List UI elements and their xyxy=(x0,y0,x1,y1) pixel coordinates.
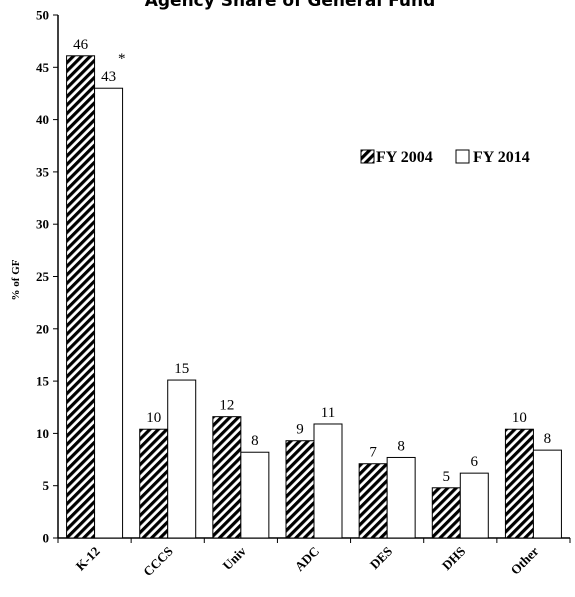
y-axis-label: % of GF xyxy=(10,259,22,300)
x-tick-label: Univ xyxy=(219,543,249,573)
data-label: 46 xyxy=(73,37,89,53)
data-label: 43 xyxy=(101,69,116,85)
data-label: 10 xyxy=(146,410,161,426)
y-tick-label: 25 xyxy=(36,269,50,284)
annotation-asterisk: * xyxy=(118,51,126,67)
bar-fy2014-dhs xyxy=(459,472,489,539)
data-label: 8 xyxy=(544,431,552,447)
data-label: 7 xyxy=(369,445,377,461)
data-label: 6 xyxy=(471,454,479,470)
y-tick-label: 15 xyxy=(36,374,50,389)
data-label: 8 xyxy=(397,438,405,454)
bar-fy2014-univ xyxy=(240,451,270,539)
legend-swatch-fy2004 xyxy=(360,149,375,164)
bar-fy2004-des xyxy=(358,463,388,539)
data-label: 9 xyxy=(296,422,304,438)
x-tick-label: DES xyxy=(367,544,395,572)
bars xyxy=(66,55,562,539)
y-tick-label: 10 xyxy=(36,426,49,441)
bar-fy2014-des xyxy=(386,456,416,539)
x-tick-label: CCCS xyxy=(140,544,176,580)
y-tick-label: 40 xyxy=(36,112,49,127)
bar-fy2014-k12 xyxy=(94,87,124,539)
y-tick-label: 0 xyxy=(43,531,50,546)
bar-fy2014-adc xyxy=(313,423,343,539)
bar-fy2004-k12 xyxy=(66,55,96,539)
data-label: 10 xyxy=(512,410,527,426)
bar-fy2004-cccs xyxy=(139,428,169,539)
data-label: 12 xyxy=(219,398,234,414)
data-label: 8 xyxy=(251,433,259,449)
legend-label-fy2014: FY 2014 xyxy=(473,149,530,166)
x-tick-label: Other xyxy=(507,543,541,577)
data-label: 5 xyxy=(443,469,451,485)
y-tick-label: 20 xyxy=(36,321,49,336)
legend-swatch-fy2014 xyxy=(455,149,470,164)
x-tick-label: DHS xyxy=(439,544,469,574)
data-label: 15 xyxy=(174,361,189,377)
chart-title: Agency Share of General Fund xyxy=(145,0,436,11)
y-tick-label: 35 xyxy=(36,164,50,179)
bar-fy2004-other xyxy=(504,428,534,539)
y-tick-label: 30 xyxy=(36,217,49,232)
legend: FY 2004 FY 2014 xyxy=(360,149,530,166)
y-tick-label: 50 xyxy=(36,8,49,23)
bar-fy2004-adc xyxy=(285,440,315,539)
legend-label-fy2004: FY 2004 xyxy=(376,149,433,166)
data-labels: 46 43 10 15 12 8 9 11 7 8 5 6 10 8 xyxy=(73,37,551,485)
y-tick-label: 5 xyxy=(43,478,50,493)
data-label: 11 xyxy=(321,405,335,421)
bar-fy2004-dhs xyxy=(431,487,461,539)
bar-fy2004-univ xyxy=(212,416,242,539)
x-tick-label: ADC xyxy=(292,544,323,575)
x-tick-label: K-12 xyxy=(73,544,103,574)
y-tick-label: 45 xyxy=(36,60,50,75)
bar-fy2014-cccs xyxy=(167,379,197,539)
bar-fy2014-other xyxy=(532,449,562,539)
